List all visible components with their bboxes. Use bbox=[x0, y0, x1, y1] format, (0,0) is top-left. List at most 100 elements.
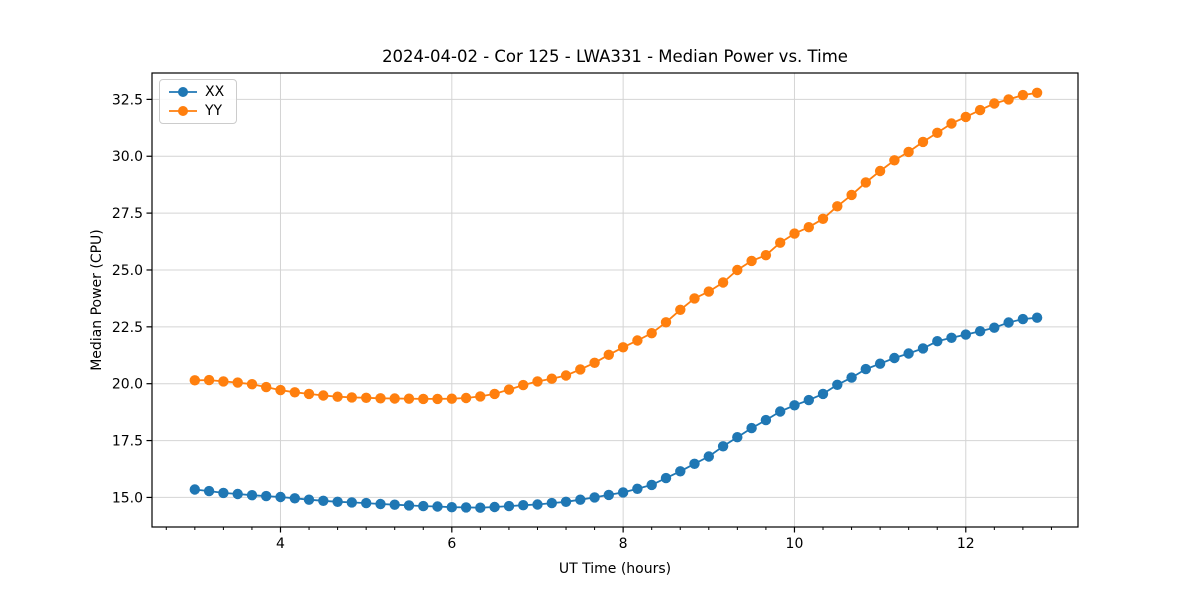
data-point bbox=[532, 499, 543, 510]
data-point bbox=[689, 458, 700, 469]
data-point bbox=[275, 491, 286, 503]
y-axis-label: Median Power (CPU) bbox=[89, 229, 105, 371]
data-point bbox=[575, 494, 586, 505]
data-point bbox=[246, 490, 258, 501]
series-xx bbox=[189, 312, 1043, 513]
data-point bbox=[732, 264, 743, 276]
data-point bbox=[460, 392, 472, 404]
data-point bbox=[446, 393, 457, 404]
data-point bbox=[518, 379, 529, 391]
data-point bbox=[589, 492, 600, 503]
data-point bbox=[832, 379, 843, 390]
data-point bbox=[817, 388, 829, 400]
data-point bbox=[318, 495, 329, 506]
data-point bbox=[389, 499, 400, 510]
data-point bbox=[189, 484, 200, 495]
data-point bbox=[974, 104, 986, 116]
series-line bbox=[194, 316, 1038, 509]
data-point bbox=[489, 501, 500, 513]
y-tick-label: 22.5 bbox=[112, 320, 143, 336]
data-point bbox=[232, 488, 243, 500]
data-point bbox=[989, 98, 1000, 109]
data-point bbox=[432, 393, 443, 405]
data-point bbox=[617, 342, 629, 353]
data-point bbox=[917, 343, 929, 354]
data-point bbox=[1017, 313, 1029, 325]
data-point bbox=[632, 483, 643, 494]
data-point bbox=[803, 394, 814, 406]
y-tick-label: 30.0 bbox=[112, 149, 143, 165]
data-point bbox=[503, 384, 515, 395]
data-point bbox=[860, 177, 871, 188]
data-point bbox=[1003, 94, 1014, 105]
data-point bbox=[703, 286, 714, 297]
data-point bbox=[361, 497, 372, 509]
data-point bbox=[275, 384, 286, 396]
plot-border bbox=[151, 72, 1079, 528]
data-point bbox=[760, 414, 772, 426]
data-point bbox=[346, 392, 357, 403]
data-point bbox=[1017, 89, 1029, 101]
data-point bbox=[232, 377, 243, 388]
data-point bbox=[917, 136, 929, 148]
data-point bbox=[646, 328, 657, 339]
data-point bbox=[803, 222, 814, 233]
data-point bbox=[874, 165, 886, 177]
data-point bbox=[746, 255, 757, 267]
data-point bbox=[760, 250, 772, 261]
data-point bbox=[646, 479, 657, 491]
y-tick-label: 32.5 bbox=[112, 92, 143, 108]
data-point bbox=[460, 502, 472, 513]
data-point bbox=[303, 388, 315, 400]
data-point bbox=[789, 400, 800, 411]
legend-label-xx: XX bbox=[205, 84, 225, 100]
y-tick-label: 27.5 bbox=[112, 206, 143, 222]
data-point bbox=[418, 500, 429, 512]
x-tick-label: 12 bbox=[957, 536, 975, 552]
legend: XX YY bbox=[159, 79, 238, 124]
data-point bbox=[675, 466, 686, 477]
data-point bbox=[575, 364, 586, 375]
data-point bbox=[432, 501, 443, 512]
data-point bbox=[703, 451, 714, 462]
legend-item-yy: YY bbox=[168, 104, 224, 118]
data-point bbox=[560, 496, 572, 507]
x-axis-label: UT Time (hours) bbox=[558, 561, 672, 577]
data-point bbox=[889, 155, 900, 166]
data-point bbox=[218, 376, 229, 387]
legend-item-xx: XX bbox=[168, 85, 224, 99]
data-point bbox=[974, 326, 986, 337]
y-tick-label: 17.5 bbox=[112, 434, 143, 450]
data-point bbox=[375, 498, 386, 510]
data-point bbox=[860, 363, 871, 375]
data-point bbox=[717, 441, 729, 452]
data-point bbox=[389, 393, 400, 404]
data-point bbox=[189, 375, 200, 386]
x-tick-label: 10 bbox=[786, 536, 804, 552]
data-point bbox=[418, 393, 429, 405]
data-point bbox=[489, 388, 500, 400]
data-point bbox=[789, 228, 800, 239]
legend-label-yy: YY bbox=[205, 103, 223, 119]
data-point bbox=[960, 111, 971, 123]
y-tick-label: 20.0 bbox=[112, 377, 143, 393]
data-point bbox=[960, 329, 971, 340]
data-point bbox=[375, 393, 386, 404]
data-point bbox=[946, 118, 957, 129]
data-point bbox=[603, 349, 614, 360]
data-point bbox=[361, 392, 372, 403]
data-point bbox=[660, 317, 672, 328]
data-point bbox=[603, 489, 614, 501]
data-point bbox=[632, 335, 643, 346]
data-point bbox=[261, 490, 272, 502]
data-point bbox=[332, 496, 343, 507]
data-point bbox=[660, 472, 672, 484]
data-point bbox=[846, 372, 857, 383]
data-point bbox=[289, 493, 300, 504]
data-point bbox=[589, 357, 600, 368]
chart-title: 2024-04-02 - Cor 125 - LWA331 - Median P… bbox=[382, 47, 848, 66]
data-point bbox=[546, 373, 557, 384]
legend-line-marker-xx-icon bbox=[169, 87, 197, 97]
